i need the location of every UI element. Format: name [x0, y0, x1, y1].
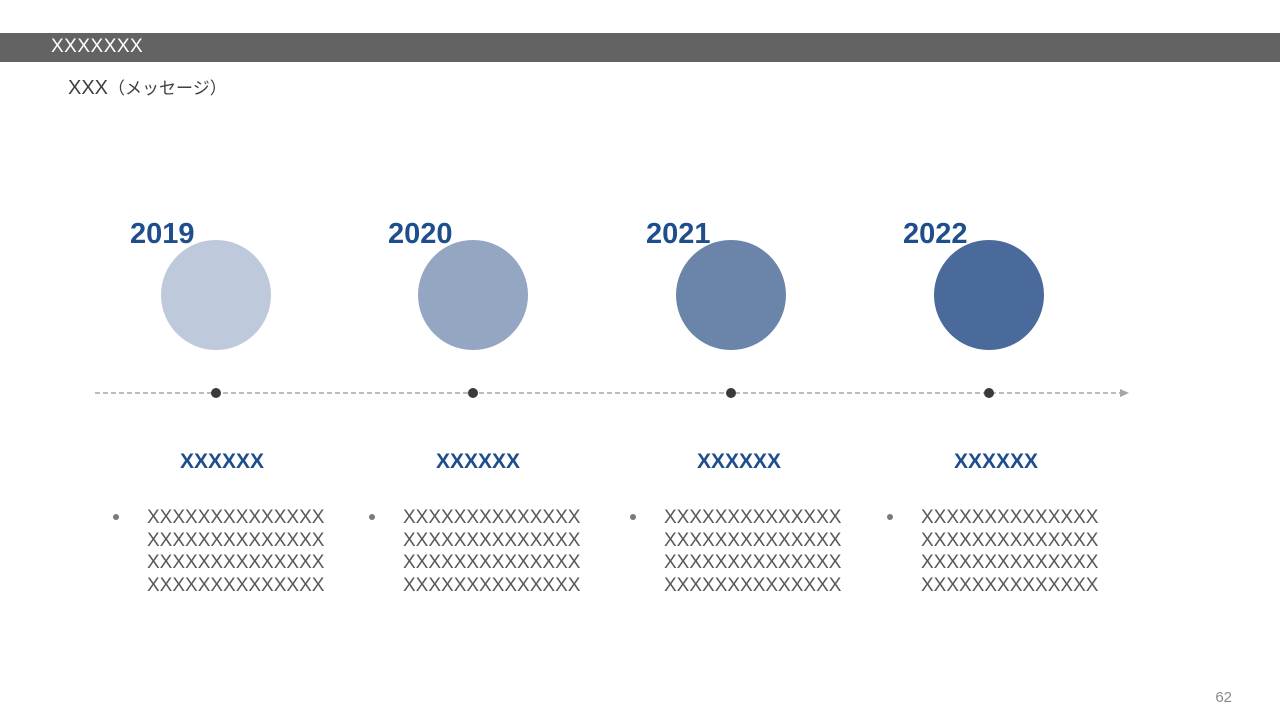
milestone-circle-2020 — [418, 240, 528, 350]
milestone-year-2021: 2021 — [646, 218, 711, 250]
timeline-axis — [95, 388, 1129, 398]
timeline-marker-2019 — [211, 388, 221, 398]
description-line: XXXXXXXXXXXXXX — [921, 552, 1099, 573]
description-line: XXXXXXXXXXXXXX — [664, 529, 842, 551]
description-line: XXXXXXXXXXXXXX — [664, 507, 842, 528]
bullet-marker — [113, 514, 119, 520]
description-line: XXXXXXXXXXXXXX — [921, 529, 1099, 551]
milestone-heading-2019: XXXXXX — [179, 450, 265, 473]
description-line: XXXXXXXXXXXXXX — [403, 574, 581, 596]
milestone-description-2021: XXXXXXXXXXXXXX XXXXXXXXXXXXXX XXXXXXXXXX… — [664, 507, 864, 597]
milestone-heading-2021: XXXXXX — [696, 450, 782, 473]
description-line: XXXXXXXXXXXXXX — [147, 552, 325, 573]
milestone-circle-2019 — [161, 240, 271, 350]
slide-title: XXXXXXX — [51, 36, 144, 57]
description-line: XXXXXXXXXXXXXX — [921, 507, 1099, 528]
bullet-marker — [630, 514, 636, 520]
bullet-marker — [369, 514, 375, 520]
description-line: XXXXXXXXXXXXXX — [921, 574, 1099, 596]
description-line: XXXXXXXXXXXXXX — [664, 552, 842, 573]
milestone-year-2019: 2019 — [130, 218, 195, 250]
milestone-description-2019: XXXXXXXXXXXXXX XXXXXXXXXXXXXX XXXXXXXXXX… — [147, 507, 347, 597]
bullet-marker — [887, 514, 893, 520]
milestone-year-2022: 2022 — [903, 218, 968, 250]
slide-message: XXX（メッセージ） — [68, 74, 227, 100]
description-line: XXXXXXXXXXXXXX — [664, 574, 842, 596]
page-number: 62 — [1215, 689, 1232, 706]
milestone-year-2020: 2020 — [388, 218, 453, 250]
description-line: XXXXXXXXXXXXXX — [403, 529, 581, 551]
milestone-circle-2021 — [676, 240, 786, 350]
milestone-circle-2022 — [934, 240, 1044, 350]
message-label: XXX — [68, 77, 109, 99]
description-line: XXXXXXXXXXXXXX — [147, 574, 325, 596]
milestone-heading-2022: XXXXXX — [953, 450, 1039, 473]
description-line: XXXXXXXXXXXXXX — [403, 552, 581, 573]
milestone-heading-2020: XXXXXX — [435, 450, 521, 473]
timeline-arrowhead — [1120, 389, 1129, 397]
milestone-description-2020: XXXXXXXXXXXXXX XXXXXXXXXXXXXX XXXXXXXXXX… — [403, 507, 603, 597]
description-line: XXXXXXXXXXXXXX — [403, 507, 581, 528]
description-line: XXXXXXXXXXXXXX — [147, 529, 325, 551]
timeline-marker-2021 — [726, 388, 736, 398]
milestone-description-2022: XXXXXXXXXXXXXX XXXXXXXXXXXXXX XXXXXXXXXX… — [921, 507, 1121, 597]
message-note: （メッセージ） — [108, 79, 227, 98]
timeline-marker-2022 — [984, 388, 994, 398]
description-line: XXXXXXXXXXXXXX — [147, 507, 325, 528]
header-bar — [0, 33, 1280, 62]
timeline-marker-2020 — [468, 388, 478, 398]
